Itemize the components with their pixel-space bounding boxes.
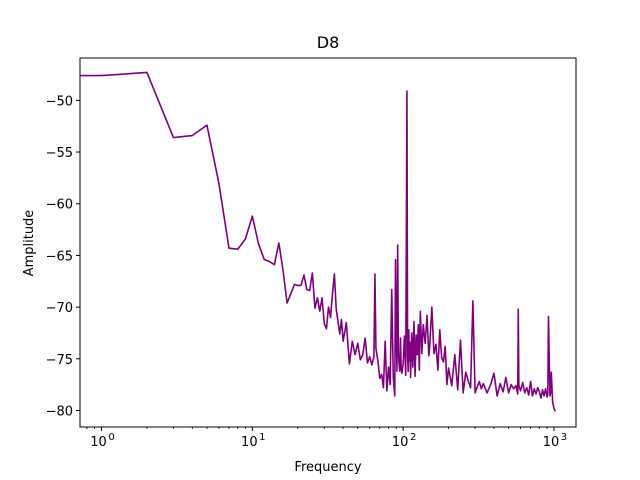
y-tick-label: −70 bbox=[46, 301, 73, 316]
x-axis-ticks: 10 0 10 1 10 2 10 3 bbox=[86, 427, 567, 450]
y-tick-label: −60 bbox=[46, 198, 73, 213]
y-tick-label: −55 bbox=[46, 146, 73, 161]
plot-frame bbox=[79, 57, 577, 428]
y-axis-label: Amplitude bbox=[22, 210, 37, 277]
series-line-0 bbox=[80, 71, 556, 412]
x-tick-label: 10 bbox=[392, 435, 409, 450]
plot-area bbox=[80, 71, 556, 412]
x-tick-exponent: 0 bbox=[108, 432, 114, 443]
y-axis-ticks: −50 −55 −60 −65 −70 −75 −80 bbox=[46, 94, 80, 419]
y-tick-label: −65 bbox=[46, 249, 73, 264]
x-tick-label: 10 bbox=[90, 435, 107, 450]
y-tick-label: −75 bbox=[46, 353, 73, 368]
y-tick-label: −50 bbox=[46, 94, 73, 109]
x-tick-exponent: 2 bbox=[410, 432, 416, 443]
x-tick-exponent: 1 bbox=[259, 432, 265, 443]
y-tick-label: −80 bbox=[46, 404, 73, 419]
x-tick-exponent: 3 bbox=[561, 432, 567, 443]
x-tick-label: 10 bbox=[543, 435, 560, 450]
x-tick-label: 10 bbox=[241, 435, 258, 450]
x-axis-label: Frequency bbox=[294, 460, 361, 475]
chart-title: D8 bbox=[317, 33, 340, 52]
